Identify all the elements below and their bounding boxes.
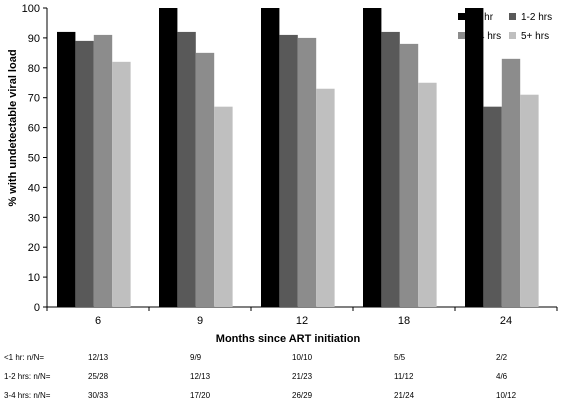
y-tick-label: 30 bbox=[28, 212, 40, 224]
table-cell: 10/10 bbox=[292, 353, 313, 362]
legend-label: 1-2 hrs bbox=[521, 12, 552, 23]
bar bbox=[57, 31, 76, 307]
table-cell: 12/13 bbox=[190, 372, 211, 381]
bar bbox=[159, 8, 178, 307]
table-row-label: 1-2 hrs: n/N= bbox=[4, 372, 51, 381]
bar bbox=[418, 82, 437, 307]
legend-label: 3-4 hrs bbox=[470, 31, 501, 42]
bar bbox=[316, 88, 335, 307]
y-tick-label: 20 bbox=[28, 242, 40, 254]
bar bbox=[297, 37, 317, 308]
bar bbox=[381, 31, 400, 307]
bar bbox=[261, 8, 280, 307]
x-axis-title: Months since ART initiation bbox=[216, 333, 361, 345]
table-cell: 26/29 bbox=[292, 391, 313, 400]
y-tick-label: 40 bbox=[28, 182, 40, 194]
y-tick-label: 70 bbox=[28, 93, 40, 105]
n-table: <1 hr: n/N= 12/13 9/9 10/10 5/5 2/2 1-2 hrs: n… bbox=[4, 353, 517, 411]
bar bbox=[501, 58, 521, 307]
bar bbox=[465, 8, 484, 307]
bar bbox=[520, 94, 539, 308]
x-tick-label: 6 bbox=[95, 315, 101, 327]
table-cell: 5/5 bbox=[394, 353, 406, 362]
legend-swatch bbox=[458, 13, 465, 20]
table-cell: 30/33 bbox=[88, 391, 109, 400]
table-cell: 12/13 bbox=[88, 353, 109, 362]
legend-label: <1 hr bbox=[470, 12, 494, 23]
bar bbox=[214, 106, 233, 307]
table-cell: 11/12 bbox=[394, 372, 414, 381]
table-cell: 17/20 bbox=[190, 391, 211, 400]
y-tick-label: 80 bbox=[28, 63, 40, 75]
plot-area: 0 10 20 30 40 50 60 70 80 90 100 6 9 12 18 24 bbox=[22, 3, 558, 327]
y-tick-label: 100 bbox=[22, 3, 40, 15]
bar bbox=[399, 43, 419, 307]
bar bbox=[483, 106, 502, 307]
legend-swatch bbox=[458, 32, 465, 39]
table-cell: 21/23 bbox=[292, 372, 313, 381]
y-axis-title: % with undetectable viral load bbox=[7, 49, 19, 206]
table-cell: 2/2 bbox=[496, 353, 508, 362]
bar bbox=[93, 34, 113, 307]
table-row-label: 3-4 hrs: n/N= bbox=[4, 391, 51, 400]
table-cell: 21/24 bbox=[394, 391, 415, 400]
x-tick-label: 9 bbox=[197, 315, 203, 327]
x-tick-label: 12 bbox=[296, 315, 308, 327]
legend-swatch bbox=[509, 13, 516, 20]
y-tick-label: 50 bbox=[28, 153, 40, 165]
bar bbox=[112, 61, 131, 307]
y-tick-label: 60 bbox=[28, 123, 40, 135]
bar bbox=[177, 31, 196, 307]
legend: <1 hr 1-2 hrs 3-4 hrs 5+ hrs bbox=[458, 12, 552, 42]
x-tick-label: 24 bbox=[500, 315, 512, 327]
bar bbox=[75, 40, 94, 307]
bar bbox=[195, 52, 215, 307]
y-tick-label: 10 bbox=[28, 272, 40, 284]
x-tick-label: 18 bbox=[398, 315, 410, 327]
table-row-label: <1 hr: n/N= bbox=[4, 353, 44, 362]
table-cell: 10/12 bbox=[496, 391, 517, 400]
bar bbox=[279, 34, 298, 307]
y-tick-label: 0 bbox=[34, 302, 40, 314]
legend-label: 5+ hrs bbox=[521, 31, 549, 42]
table-cell: 25/28 bbox=[88, 372, 109, 381]
table-cell: 9/9 bbox=[190, 353, 202, 362]
legend-swatch bbox=[509, 32, 516, 39]
bar bbox=[363, 8, 382, 307]
table-cell: 4/6 bbox=[496, 372, 508, 381]
y-tick-label: 90 bbox=[28, 33, 40, 45]
